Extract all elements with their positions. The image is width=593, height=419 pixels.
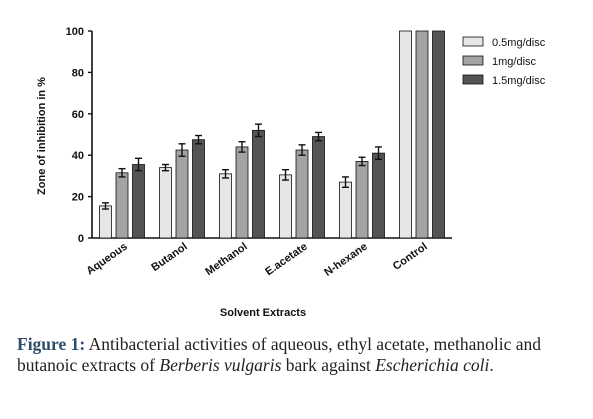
y-tick-label: 100: [66, 26, 84, 38]
caption-species: Berberis vulgaris: [159, 355, 282, 375]
legend-swatch: [462, 55, 484, 66]
bar: [295, 149, 309, 239]
caption-text-middle: bark against: [281, 355, 376, 375]
x-axis-label: Solvent Extracts: [220, 307, 306, 319]
bar: [279, 174, 292, 239]
caption-label: Figure 1:: [17, 334, 86, 354]
y-tick-label: 20: [72, 192, 84, 204]
legend-swatch: [462, 36, 484, 47]
x-tick-label: Methanol: [203, 241, 249, 279]
legend-label: 1mg/disc: [492, 56, 537, 68]
figure-caption: Figure 1: Antibacterial activities of aq…: [17, 334, 582, 376]
y-axis-label: Zone of inhibition in %: [36, 77, 48, 195]
legend-label: 0.5mg/disc: [492, 37, 546, 49]
y-tick-label: 40: [72, 150, 84, 162]
bar: [235, 146, 249, 239]
bar: [192, 139, 205, 239]
bar: [99, 205, 112, 239]
bar: [219, 173, 232, 239]
x-tick-label: Control: [391, 241, 430, 273]
bar: [372, 152, 385, 239]
bar: [415, 30, 429, 239]
legend-label: 1.5mg/disc: [492, 75, 546, 87]
x-tick-label: N-hexane: [322, 241, 369, 279]
bar: [252, 129, 265, 239]
bar-chart: 0 20 40 60 80 100 Aqueous Butanol Methanol E.ace…: [36, 26, 546, 319]
legend-swatch: [462, 74, 484, 85]
bar: [355, 161, 369, 239]
bar: [175, 149, 189, 239]
caption-text-before: Antibacterial activities of aqueous, eth…: [17, 334, 542, 375]
bar: [339, 181, 352, 239]
x-tick-label: Butanol: [149, 241, 189, 274]
bar: [115, 172, 129, 239]
caption-organism: Escherichia coli: [375, 355, 490, 375]
bar: [132, 164, 145, 239]
x-tick-label: E.acetate: [263, 241, 309, 279]
bar: [159, 167, 172, 239]
x-tick-label: Aqueous: [84, 241, 129, 278]
y-tick-label: 60: [72, 109, 84, 121]
y-tick-label: 0: [78, 233, 84, 245]
bar: [312, 136, 325, 239]
bar: [432, 30, 445, 239]
bar: [399, 30, 412, 239]
caption-text-end: .: [489, 355, 494, 375]
y-tick-label: 80: [72, 67, 84, 79]
